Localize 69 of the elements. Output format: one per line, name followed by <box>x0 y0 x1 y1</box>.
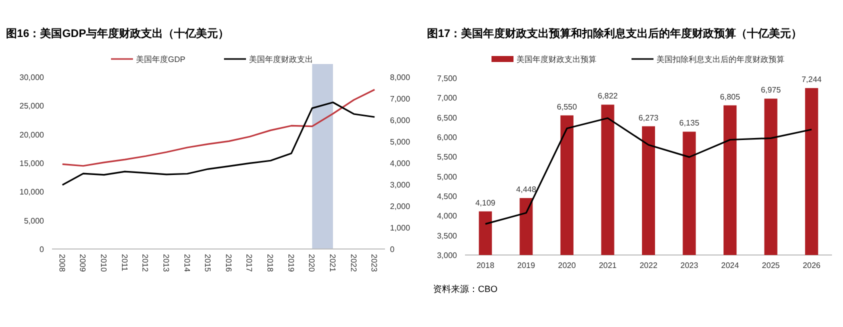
y-tick-label: 4,500 <box>436 192 458 201</box>
data-label: 6,805 <box>720 92 741 102</box>
y2-tick-label: 7,000 <box>390 94 411 104</box>
x-tick-label: 2019 <box>286 254 296 272</box>
x-tick-label: 2013 <box>161 254 170 272</box>
data-label: 4,448 <box>516 185 537 194</box>
x-tick-label: 2025 <box>762 261 780 270</box>
x-tick-label: 2018 <box>476 261 495 270</box>
y2-tick-label: 4,000 <box>390 159 411 168</box>
x-tick-label: 2022 <box>348 254 358 272</box>
data-label: 7,244 <box>802 75 822 84</box>
y-tick-label: 3,000 <box>436 251 458 260</box>
y2-tick-label: 5,000 <box>390 138 411 146</box>
y2-tick-label: 6,000 <box>390 116 411 125</box>
legend-label: 美国年度财政支出 <box>249 55 313 64</box>
legend-label: 美国年度财政支出预算 <box>516 55 596 64</box>
x-tick-label: 2012 <box>140 254 150 272</box>
x-tick-label: 2021 <box>598 261 618 270</box>
x-tick-label: 2016 <box>224 254 233 272</box>
x-tick-label: 2018 <box>266 254 275 272</box>
x-tick-label: 2015 <box>203 254 212 272</box>
y-tick-label: 7,500 <box>436 74 458 83</box>
y-tick-label: 30,000 <box>20 73 45 82</box>
x-tick-label: 2020 <box>307 254 316 272</box>
y-tick-label: 5,000 <box>436 172 458 182</box>
data-label: 6,273 <box>638 113 660 122</box>
y-tick-label: 15,000 <box>20 159 45 168</box>
data-label: 6,975 <box>760 86 782 95</box>
chart-title: 图16：美国GDP与年度财政支出（十亿美元） <box>6 27 230 40</box>
y-tick-label: 7,000 <box>436 94 458 103</box>
chart-title: 图17：美国年度财政支出预算和扣除利息支出后的年度财政预算（十亿美元） <box>427 27 802 40</box>
x-tick-label: 2020 <box>558 261 576 270</box>
legend-label: 美国扣除利息支出后的年度财政预算 <box>656 55 784 64</box>
y-tick-label: 20,000 <box>20 130 45 140</box>
y-tick-label: 3,500 <box>436 231 458 240</box>
x-tick-label: 2017 <box>244 254 254 272</box>
data-label: 6,550 <box>556 102 578 112</box>
y-tick-label: 6,500 <box>436 113 458 122</box>
x-tick-label: 2011 <box>120 254 129 272</box>
y2-tick-label: 8,000 <box>390 73 411 82</box>
data-label: 6,822 <box>598 92 618 101</box>
y-tick-label: 4,000 <box>436 212 458 221</box>
data-label: 6,135 <box>679 118 700 128</box>
x-tick-label: 2008 <box>57 254 66 272</box>
legend-label: 美国年度GDP <box>136 55 186 64</box>
y2-tick-label: 1,000 <box>390 224 411 232</box>
y-tick-label: 6,000 <box>436 133 458 142</box>
data-label: 4,109 <box>475 198 496 208</box>
y-tick-label: 5,000 <box>24 216 45 226</box>
x-tick-label: 2021 <box>328 254 337 272</box>
x-tick-label: 2009 <box>78 254 88 272</box>
y-tick-label: 10,000 <box>20 188 45 197</box>
y2-tick-label: 2,000 <box>390 202 411 211</box>
y2-tick-label: 3,000 <box>390 180 411 190</box>
x-tick-label: 2022 <box>640 261 658 270</box>
text: 资料来源：CBO <box>433 284 498 294</box>
line-series <box>62 88 376 167</box>
x-tick-label: 2023 <box>680 261 699 270</box>
y-tick-label: 0 <box>40 245 45 254</box>
y-tick-label: 5,500 <box>436 152 458 162</box>
y2-tick-label: 0 <box>390 245 395 254</box>
x-tick-label: 2019 <box>517 261 536 270</box>
y-tick-label: 25,000 <box>20 102 45 111</box>
x-tick-label: 2024 <box>721 261 740 270</box>
x-tick-label: 2014 <box>182 254 192 272</box>
x-tick-label: 2026 <box>802 261 822 270</box>
x-tick-label: 2023 <box>370 254 379 272</box>
x-tick-label: 2010 <box>99 254 108 272</box>
line-series <box>62 102 376 186</box>
